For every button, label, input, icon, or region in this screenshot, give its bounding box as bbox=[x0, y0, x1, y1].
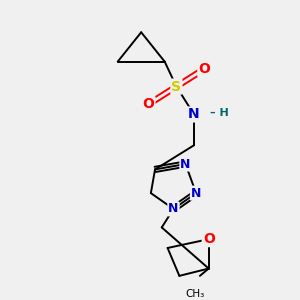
Text: – H: – H bbox=[210, 108, 229, 118]
Text: O: O bbox=[198, 62, 210, 76]
Text: CH₃: CH₃ bbox=[186, 289, 205, 299]
Text: O: O bbox=[203, 232, 214, 246]
Text: S: S bbox=[171, 80, 182, 94]
Text: N: N bbox=[168, 202, 179, 215]
Text: N: N bbox=[191, 187, 201, 200]
Text: N: N bbox=[180, 158, 191, 170]
Text: N: N bbox=[188, 107, 200, 122]
Text: O: O bbox=[142, 97, 154, 111]
